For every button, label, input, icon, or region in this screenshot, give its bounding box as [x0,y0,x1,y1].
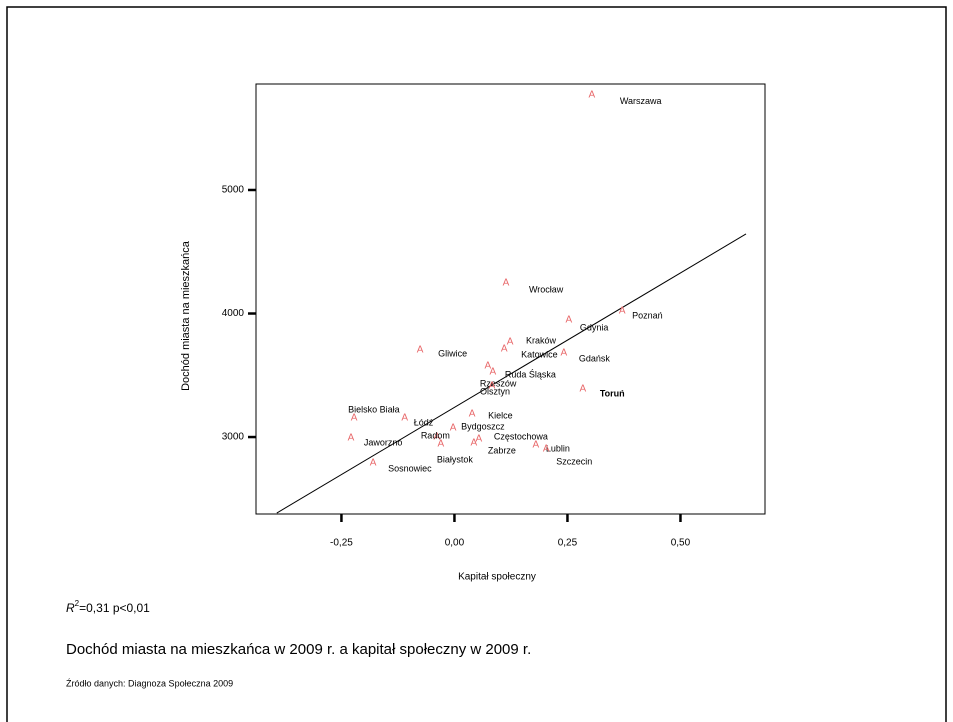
point-label: Poznań [632,310,663,320]
annotation: R2=0,31 p<0,01 [66,599,150,615]
point-label: Sosnowiec [388,463,432,473]
point-label: Olsztyn [480,386,510,396]
y-tick-label: 5000 [222,185,245,196]
point-marker: A [401,413,408,424]
point-label: Wrocław [529,284,564,294]
x-tick-label: -0,25 [330,538,353,549]
point-label: Łódź [414,417,434,427]
x-tick-label: 0,00 [445,538,465,549]
point-label: Warszawa [620,96,662,106]
point-marker: A [348,433,355,444]
annotation-exp: 2 [75,599,80,608]
point-label: Rzeszów [480,378,517,388]
point-label: Kraków [526,335,557,345]
annotation-r: R [66,601,75,615]
point-label: Lublin [546,443,570,453]
point-marker: A [476,434,483,445]
point-label: Częstochowa [494,431,548,441]
fit-line [276,233,747,514]
point-marker: A [471,438,478,449]
point-marker: A [561,348,568,359]
point-label: Toruń [600,388,625,398]
x-tick-label: 0,25 [558,538,578,549]
point-label: Szczecin [556,456,592,466]
point-marker: A [503,278,510,289]
point-marker: A [433,432,440,443]
point-marker: A [450,423,457,434]
point-marker: A [485,361,492,372]
y-axis-title: Dochód miasta na mieszkańca [180,240,192,391]
point-label: Bydgoszcz [461,421,505,431]
point-label: Jaworzno [364,437,403,447]
annotation-rest: =0,31 p<0,01 [79,601,150,615]
point-marker: A [532,440,539,451]
x-tick-label: 0,50 [671,538,691,549]
point-label: Kielce [488,410,513,420]
plot-area [255,83,766,515]
point-label: Gdańsk [579,353,611,363]
point-marker: A [565,315,572,326]
point-marker: A [438,439,445,450]
point-marker: A [543,444,550,455]
point-label: Ruda Śląska [505,368,556,379]
point-label: Radom [421,430,450,440]
point-marker: A [417,345,424,356]
point-marker: A [370,458,377,469]
point-marker: A [501,344,508,355]
point-marker: A [351,413,358,424]
frame [6,6,947,722]
point-marker: A [490,367,497,378]
point-label: Białystok [437,454,474,464]
source: Źródło danych: Diagnoza Społeczna 2009 [66,678,233,688]
point-marker: A [619,306,626,317]
point-marker: A [489,381,496,392]
y-tick-label: 3000 [222,432,245,443]
x-axis-title: Kapitał społeczny [458,572,536,583]
point-label: Gliwice [438,348,467,358]
point-marker: A [589,90,596,101]
point-label: Bielsko Biała [348,404,400,414]
point-label: Gdynia [580,322,609,332]
y-tick-label: 4000 [222,308,245,319]
point-marker: A [579,384,586,395]
caption: Dochód miasta na mieszkańca w 2009 r. a … [66,641,531,658]
point-label: Zabrze [488,445,516,455]
point-marker: A [507,337,514,348]
point-label: Katowice [521,349,558,359]
point-marker: A [469,409,476,420]
